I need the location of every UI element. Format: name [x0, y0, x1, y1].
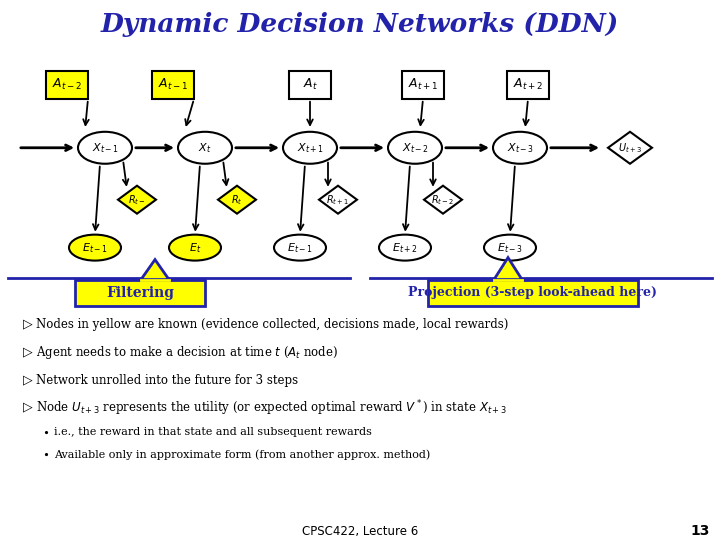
Ellipse shape	[178, 132, 232, 164]
Text: CPSC422, Lecture 6: CPSC422, Lecture 6	[302, 525, 418, 538]
Text: $A_{t-1}$: $A_{t-1}$	[158, 77, 188, 92]
Text: $A_{t-2}$: $A_{t-2}$	[52, 77, 82, 92]
Ellipse shape	[69, 235, 121, 261]
Text: Agent needs to make a decision at time $t$ ($A_t$ node): Agent needs to make a decision at time $…	[36, 344, 338, 361]
Text: $R_{t-2}$: $R_{t-2}$	[431, 193, 455, 207]
Bar	[402, 71, 444, 99]
Text: $\rhd$: $\rhd$	[22, 373, 34, 388]
Ellipse shape	[274, 235, 326, 261]
Text: $E_{t-1}$: $E_{t-1}$	[287, 241, 313, 254]
Text: $E_{t+2}$: $E_{t+2}$	[392, 241, 418, 254]
Text: $A_{t+2}$: $A_{t+2}$	[513, 77, 543, 92]
Text: Dynamic Decision Networks (DDN): Dynamic Decision Networks (DDN)	[101, 12, 619, 37]
Text: $X_{t-2}$: $X_{t-2}$	[402, 141, 428, 154]
Text: Available only in approximate form (from another approx. method): Available only in approximate form (from…	[54, 449, 431, 460]
Ellipse shape	[493, 132, 547, 164]
Text: Node $U_{t+3}$ represents the utility (or expected optimal reward $V^*$) in stat: Node $U_{t+3}$ represents the utility (o…	[36, 399, 507, 418]
Text: $A_{t+1}$: $A_{t+1}$	[408, 77, 438, 92]
Polygon shape	[218, 186, 256, 214]
Bar	[428, 280, 638, 306]
Ellipse shape	[78, 132, 132, 164]
Bar	[507, 71, 549, 99]
Text: $\bullet$: $\bullet$	[42, 427, 49, 437]
Ellipse shape	[379, 235, 431, 261]
Text: Filtering: Filtering	[106, 286, 174, 300]
Bar	[75, 280, 205, 306]
Text: i.e., the reward in that state and all subsequent rewards: i.e., the reward in that state and all s…	[54, 427, 372, 437]
Bar	[46, 71, 88, 99]
Text: $E_{t-1}$: $E_{t-1}$	[82, 241, 108, 254]
Bar	[289, 71, 331, 99]
Text: $R_{t+1}$: $R_{t+1}$	[326, 193, 350, 207]
Text: $\rhd$: $\rhd$	[22, 401, 34, 415]
Text: $X_t$: $X_t$	[198, 141, 212, 154]
Ellipse shape	[388, 132, 442, 164]
Text: $E_{t-3}$: $E_{t-3}$	[497, 241, 523, 254]
Text: $E_t$: $E_t$	[189, 241, 201, 254]
Ellipse shape	[283, 132, 337, 164]
Polygon shape	[319, 186, 357, 214]
Text: $\rhd$: $\rhd$	[22, 318, 34, 332]
Text: 13: 13	[690, 524, 710, 538]
Polygon shape	[118, 186, 156, 214]
Text: $A_t$: $A_t$	[302, 77, 318, 92]
Ellipse shape	[484, 235, 536, 261]
Ellipse shape	[169, 235, 221, 261]
Text: Nodes in yellow are known (evidence collected, decisions made, local rewards): Nodes in yellow are known (evidence coll…	[36, 318, 508, 331]
Polygon shape	[608, 132, 652, 164]
Text: $X_{t-3}$: $X_{t-3}$	[506, 141, 534, 154]
Text: Projection (3-step look-ahead here): Projection (3-step look-ahead here)	[408, 286, 657, 299]
Text: $X_{t+1}$: $X_{t+1}$	[297, 141, 323, 154]
Bar	[152, 71, 194, 99]
Text: $\rhd$: $\rhd$	[22, 346, 34, 360]
Text: $U_{t+3}$: $U_{t+3}$	[618, 141, 642, 154]
Text: $R_t$: $R_t$	[231, 193, 243, 207]
Text: $\bullet$: $\bullet$	[42, 449, 49, 460]
Polygon shape	[494, 258, 522, 280]
Polygon shape	[424, 186, 462, 214]
Text: $R_{t-}$: $R_{t-}$	[128, 193, 146, 207]
Text: Network unrolled into the future for 3 steps: Network unrolled into the future for 3 s…	[36, 374, 298, 387]
Text: $X_{t-1}$: $X_{t-1}$	[91, 141, 119, 154]
Polygon shape	[141, 260, 169, 280]
